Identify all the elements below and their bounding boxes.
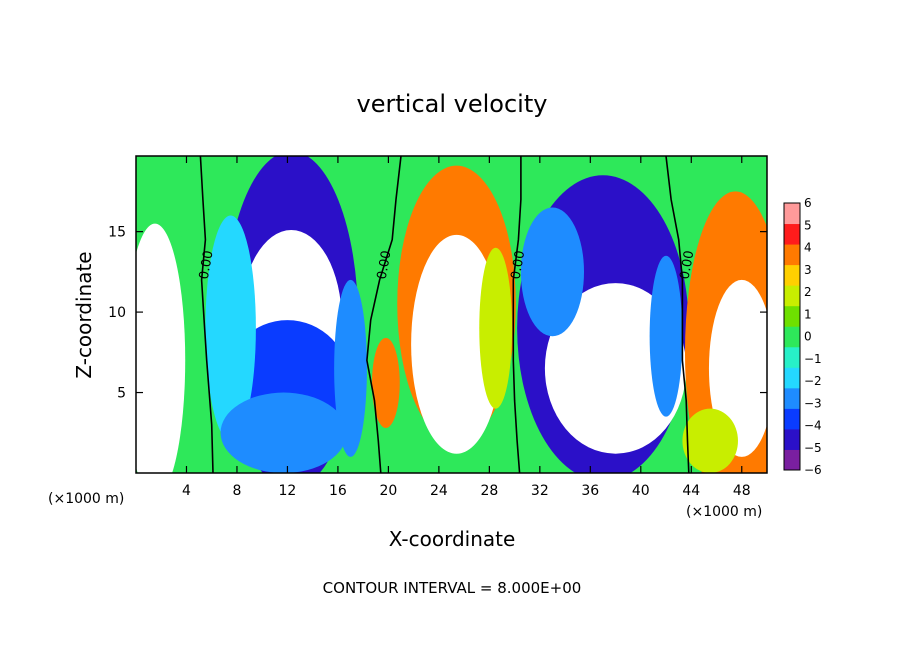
colorbar-tick-label-5: 1 [804, 307, 812, 321]
x-axis-label: X-coordinate [389, 527, 516, 551]
x-tick-label-16: 16 [329, 483, 347, 499]
colorbar-segment-8 [784, 285, 800, 307]
velocity-field [136, 156, 767, 473]
colorbar-tick-label-6: 0 [804, 330, 812, 344]
y-axis-label: Z-coordinate [72, 251, 96, 378]
colorbar-tick-label-2: 4 [804, 241, 812, 255]
x-tick-label-24: 24 [430, 483, 448, 499]
field-cell-16 [520, 207, 585, 337]
y-tick-label-5: 5 [117, 386, 126, 402]
field-cell-8 [334, 279, 367, 457]
field-cell-17 [649, 255, 683, 417]
y-tick-label-10: 10 [108, 305, 126, 321]
field-cell-2 [156, 156, 207, 232]
contour-interval-label: CONTOUR INTERVAL = 8.000E+00 [323, 579, 582, 597]
zero-contour-3 [665, 156, 690, 473]
colorbar-tick-label-1: 5 [804, 218, 812, 232]
x-unit-label-left: (×1000 m) [48, 491, 124, 507]
colorbar-segment-4 [784, 367, 800, 389]
field-cell-12 [371, 337, 400, 428]
x-tick-label-12: 12 [279, 483, 297, 499]
zero-contour-2 [512, 156, 522, 473]
x-tick-label-32: 32 [531, 483, 549, 499]
colorbar-segment-6 [784, 326, 800, 348]
colorbar-segment-9 [784, 264, 800, 286]
colorbar-tick-label-10: −4 [804, 419, 822, 433]
x-tick-label-28: 28 [480, 483, 498, 499]
zero-contour-label-0: 0.00 [197, 249, 217, 280]
colorbar-segment-1 [784, 428, 800, 450]
x-tick-label-40: 40 [632, 483, 650, 499]
field-cell-11 [411, 234, 502, 454]
plot-frame [135, 155, 768, 474]
x-tick-label-4: 4 [182, 483, 191, 499]
colorbar-segment-3 [784, 387, 800, 409]
colorbar-tick-label-8: −2 [804, 374, 822, 388]
colorbar-tick-label-9: −3 [804, 396, 822, 410]
x-tick-label-20: 20 [379, 483, 397, 499]
field-cell-5 [272, 273, 333, 332]
zero-contour-label-3: 0.00 [678, 249, 698, 280]
colorbar-segment-7 [784, 305, 800, 327]
zero-contour-label-2: 0.00 [509, 249, 529, 280]
field-cell-9 [220, 392, 347, 473]
colorbar-tick-label-11: −5 [804, 441, 822, 455]
y-tick-label-15: 15 [108, 225, 126, 241]
colorbar-frame [783, 202, 801, 471]
x-tick-label-8: 8 [232, 483, 241, 499]
field-cell-1 [136, 223, 186, 473]
colorbar: 6 5 4 3 2 1 0 −1 −2 −3 −4 −5 −6 [783, 196, 822, 477]
colorbar-tick-label-3: 3 [804, 263, 812, 277]
colorbar-segment-0 [784, 449, 800, 471]
colorbar-tick-label-7: −1 [804, 352, 822, 366]
chart-title: vertical velocity [357, 90, 548, 118]
field-cell-7 [205, 215, 256, 441]
x-tick-label-48: 48 [733, 483, 751, 499]
colorbar-tick-label-12: −6 [804, 463, 822, 477]
colorbar-segment-12 [784, 203, 800, 225]
colorbar-segment-10 [784, 244, 800, 266]
x-tick-label-36: 36 [581, 483, 599, 499]
field-cell-13 [479, 247, 513, 409]
zero-contours: 0.00 0.00 0.00 0.00 [197, 156, 698, 473]
zero-contour-label-1: 0.00 [375, 249, 395, 280]
x-unit-label-right: (×1000 m) [686, 504, 762, 520]
colorbar-segment-5 [784, 346, 800, 368]
x-tick-label-44: 44 [682, 483, 700, 499]
y-axis: 5 10 15 [108, 225, 767, 402]
x-axis: 4 8 12 16 20 24 28 32 36 40 44 48 [182, 156, 751, 499]
zero-contour-1 [366, 156, 402, 473]
colorbar-segment-2 [784, 408, 800, 430]
colorbar-segment-11 [784, 223, 800, 245]
colorbar-tick-label-0: 6 [804, 196, 812, 210]
field-cell-20 [682, 408, 738, 473]
zero-contour-0 [199, 156, 214, 473]
colorbar-tick-label-4: 2 [804, 285, 812, 299]
